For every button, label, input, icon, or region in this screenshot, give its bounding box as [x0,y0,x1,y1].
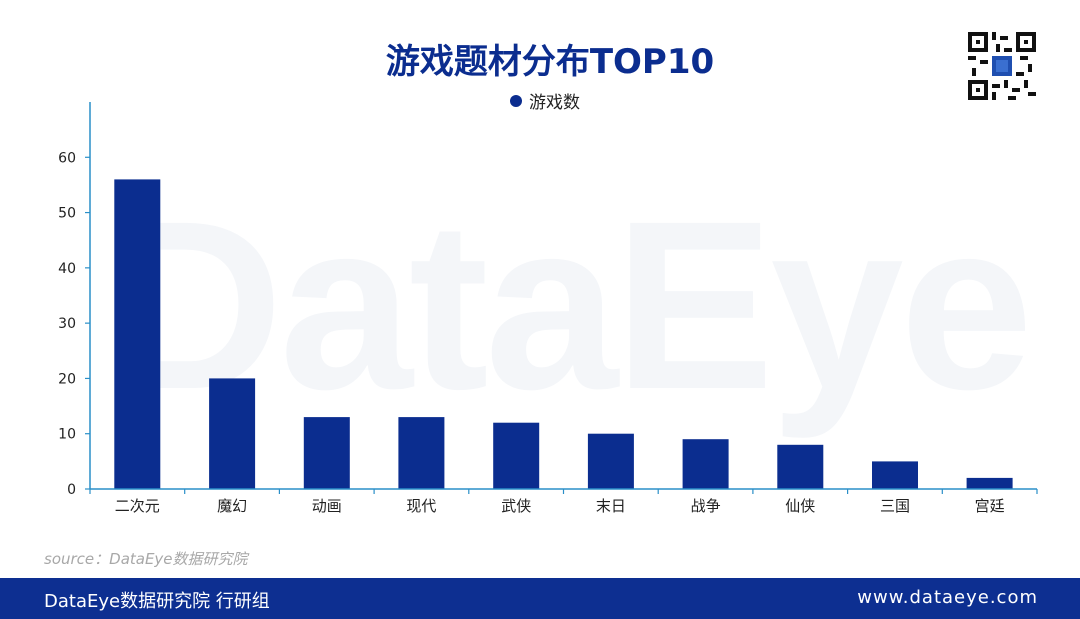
bar-8 [777,444,824,489]
legend-marker [510,94,522,107]
bar-3 [303,417,350,489]
bar-6 [587,433,634,489]
bar-1 [114,179,161,489]
bar-chart: 0 10 20 30 40 50 60 二次元 魔幻 动画 现代 武侠 末日 战争 仙侠 三国 宫廷 [58,102,1038,515]
footer-org: DataEye数据研究院 行研组 [44,591,270,612]
bar-5 [493,422,540,489]
y-tick-label: 10 [58,427,76,443]
chart-title: 游戏题材分布TOP10 [385,42,715,82]
bars-layer [114,179,1013,489]
x-category-label: 宫廷 [975,497,1005,515]
y-tick-label: 20 [58,371,76,387]
bar-9 [872,461,918,489]
x-category-label: 魔幻 [217,497,247,515]
y-tick-label: 50 [58,206,76,222]
footer-website: www.dataeye.com [857,587,1038,608]
bar-7 [682,439,729,489]
y-tick-label: 60 [58,150,76,166]
x-category-label: 战争 [691,497,721,515]
x-category-label: 末日 [596,497,626,515]
x-category-label: 仙侠 [785,497,815,515]
x-category-label: 武侠 [501,497,531,515]
footer-bar: DataEye数据研究院 行研组 www.dataeye.com [0,578,1080,619]
x-category-label: 三国 [880,497,910,515]
y-tick-label: 40 [58,261,76,277]
x-category-label: 动画 [312,497,342,515]
legend-label: 游戏数 [529,93,580,113]
axes-layer: 0 10 20 30 40 50 60 二次元 魔幻 动画 现代 武侠 末日 战争 仙侠 三国 宫廷 [58,102,1038,515]
x-category-label: 二次元 [115,497,160,515]
bar-10 [966,477,1013,489]
watermark: DataEye [110,171,1033,439]
x-category-label: 现代 [406,497,436,515]
legend: 游戏数 [510,88,580,113]
y-tick-label: 30 [58,316,76,332]
bar-4 [398,417,445,489]
bar-2 [209,378,256,489]
y-tick-label: 0 [67,482,76,498]
source-note: source：DataEye数据研究院 [44,550,248,568]
qr-code-icon [968,32,1036,100]
